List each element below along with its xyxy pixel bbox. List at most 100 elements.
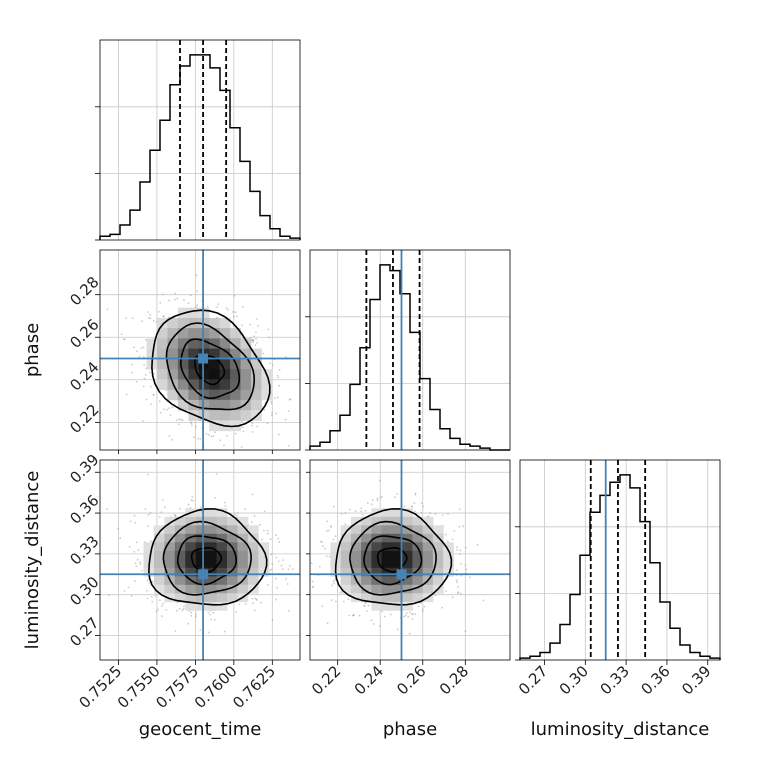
density-cell xyxy=(167,317,179,329)
density-cell xyxy=(412,593,424,603)
contour-level-2 xyxy=(349,520,437,596)
sample-point xyxy=(268,336,270,339)
sample-point xyxy=(179,508,182,510)
density-cell xyxy=(188,307,200,319)
sample-point xyxy=(146,597,149,600)
sample-point xyxy=(135,541,138,544)
sample-point xyxy=(458,508,461,511)
density-cell xyxy=(174,516,186,526)
density-cell xyxy=(251,389,262,401)
panel-frame xyxy=(99,459,301,661)
density-cell xyxy=(230,338,241,350)
sample-point xyxy=(134,580,136,583)
sample-point xyxy=(451,538,454,541)
sample-point xyxy=(354,510,357,512)
sample-point xyxy=(161,293,164,296)
density-cell xyxy=(391,593,403,603)
density-cell xyxy=(209,317,220,329)
density-cell xyxy=(391,584,403,594)
density-cell xyxy=(240,358,252,370)
sample-point xyxy=(311,580,314,583)
sample-point xyxy=(148,371,151,374)
sample-point xyxy=(123,338,125,341)
density-cell xyxy=(216,567,228,577)
density-cell xyxy=(402,601,413,611)
density-cell xyxy=(167,358,179,370)
sample-point xyxy=(181,419,184,422)
sample-point xyxy=(135,381,138,383)
density-cell xyxy=(340,542,352,552)
density-cell xyxy=(240,389,252,401)
sample-point xyxy=(149,313,152,316)
sample-point xyxy=(263,510,266,513)
density-cell xyxy=(143,550,155,560)
density-cell xyxy=(188,379,200,391)
sample-point xyxy=(181,609,184,612)
sample-point xyxy=(164,506,166,509)
sample-point xyxy=(139,561,141,563)
density-cell xyxy=(209,420,220,432)
sample-point xyxy=(242,430,245,433)
density-cell xyxy=(240,379,252,391)
sample-point xyxy=(360,510,363,512)
sample-point xyxy=(271,563,274,565)
sample-point xyxy=(176,297,179,300)
density-cell xyxy=(371,593,383,603)
sample-point xyxy=(403,615,405,618)
sample-point xyxy=(192,499,195,502)
sample-point xyxy=(133,550,136,553)
density-cell xyxy=(164,593,176,603)
sample-point xyxy=(379,625,381,627)
density-cell xyxy=(216,559,228,569)
density-cell xyxy=(185,567,197,577)
sample-point xyxy=(141,569,143,572)
sample-point xyxy=(301,372,303,374)
density-cell xyxy=(412,550,424,560)
y-tick-label-phase: 0.22 xyxy=(66,401,102,437)
density-cell xyxy=(432,542,444,552)
contour-level-1 xyxy=(177,535,237,586)
density-cell xyxy=(422,584,434,594)
sample-point xyxy=(199,506,202,509)
density-cell xyxy=(216,516,228,526)
density-cell xyxy=(216,533,228,543)
sample-point xyxy=(363,605,366,608)
sample-point xyxy=(465,568,468,571)
sample-point xyxy=(238,603,241,606)
scatter-panel-phase_vs_geocent_time xyxy=(99,249,303,456)
density-cell xyxy=(154,584,165,594)
sample-point xyxy=(444,533,447,536)
sample-point xyxy=(364,601,367,604)
density-cell xyxy=(230,348,241,360)
density-cell xyxy=(209,348,220,360)
density-cell xyxy=(227,559,238,569)
sample-point xyxy=(224,501,226,504)
sample-point xyxy=(352,614,355,616)
sample-point xyxy=(136,558,139,561)
scatter-panel-luminosity_distance_vs_phase xyxy=(309,459,511,661)
density-cell xyxy=(206,516,217,526)
density-cell xyxy=(371,550,383,560)
sample-point xyxy=(223,444,225,447)
density-cell xyxy=(209,328,220,339)
sample-point xyxy=(158,310,161,313)
sample-point xyxy=(394,496,396,499)
sample-point xyxy=(178,454,180,456)
sample-point xyxy=(197,437,199,440)
sample-point xyxy=(261,538,263,541)
sample-point xyxy=(333,582,335,585)
density-cell xyxy=(227,550,238,560)
sample-point xyxy=(434,513,437,515)
density-cell xyxy=(237,584,249,594)
density-cell xyxy=(237,542,249,552)
sample-point xyxy=(409,611,411,614)
sample-point xyxy=(193,436,195,438)
y-tick-label-luminosity_distance: 0.27 xyxy=(66,614,102,650)
sample-point xyxy=(414,492,417,495)
density-cell xyxy=(371,559,383,569)
sample-point xyxy=(174,292,177,295)
density-cell xyxy=(240,410,252,421)
sample-point xyxy=(150,540,153,542)
sample-point xyxy=(326,529,328,532)
sample-point xyxy=(244,508,246,511)
